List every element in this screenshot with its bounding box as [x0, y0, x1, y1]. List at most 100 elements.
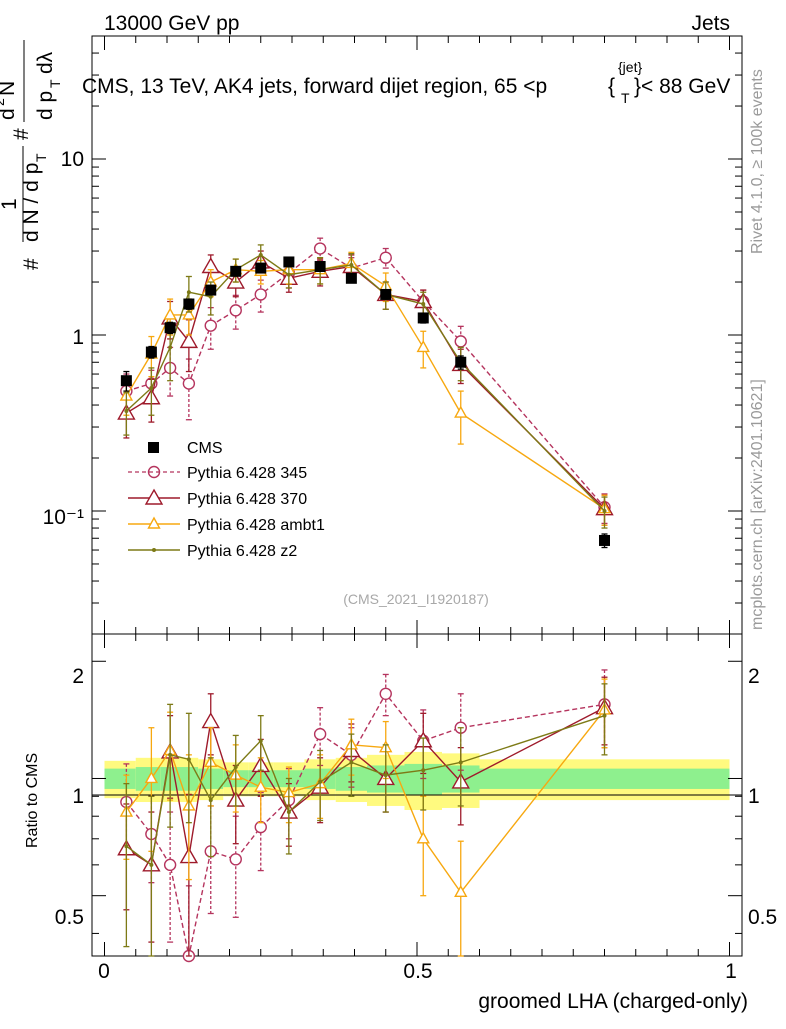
point-data — [183, 298, 195, 310]
band-inner-bin — [104, 768, 136, 789]
svg-text:d N / d p: d N / d p — [20, 163, 43, 242]
y-tick-label-0p1: 10⁻¹ — [43, 506, 84, 529]
category-label: Jets — [691, 12, 730, 35]
legend-marker-p345 — [147, 465, 161, 479]
point-z2 — [186, 757, 191, 762]
rivet-side-label: Rivet 4.1.0, ≥ 100k events — [749, 69, 766, 254]
legend-label-p345: Pythia 6.428 345 — [187, 465, 307, 482]
point-ambt1 — [144, 771, 159, 784]
energy-label: 13000 GeV pp — [104, 12, 239, 35]
title-p: p — [536, 75, 548, 98]
ratio-line-z2 — [125, 714, 605, 867]
x-tick-label-1: 1 — [725, 960, 737, 983]
point-z2 — [168, 345, 173, 350]
main-y-axis-title: # d N / d p T 1 # d p T dλ d 2 N — [0, 40, 63, 270]
point-p345 — [379, 687, 392, 700]
point-z2 — [602, 508, 607, 513]
point-z2 — [149, 385, 154, 390]
legend-item-z2: Pythia 6.428 z2 — [128, 543, 297, 560]
legend-label-ambt1: Pythia 6.428 ambt1 — [187, 517, 325, 534]
point-data — [164, 322, 176, 334]
point-data — [345, 272, 357, 284]
point-p345 — [229, 304, 242, 317]
y-tick-label-1: 1 — [72, 326, 84, 349]
ratio-right-tick-label-2: 2 — [748, 665, 760, 688]
plot-title: CMS, 13 TeV, AK4 jets, forward dijet reg… — [82, 59, 730, 106]
point-data — [205, 284, 217, 296]
point-z2 — [186, 290, 191, 295]
series-z2 — [123, 244, 608, 529]
point-data — [599, 534, 610, 546]
title-prefix: CMS, 13 TeV, AK4 jets, forward dijet reg… — [82, 75, 536, 98]
point-p345 — [229, 853, 242, 866]
point-ambt1 — [182, 307, 196, 320]
svg-text:#: # — [10, 128, 33, 140]
point-z2 — [602, 713, 607, 718]
ratio-line-ambt1 — [125, 709, 606, 894]
point-ambt1 — [254, 779, 268, 792]
series-data — [120, 256, 610, 549]
point-z2 — [208, 798, 213, 803]
legend-item-p370: Pythia 6.428 370 — [128, 488, 307, 508]
title-brace: { — [608, 75, 615, 98]
point-z2 — [421, 768, 426, 773]
point-data — [255, 262, 267, 274]
title-T-sub: T — [621, 90, 630, 106]
point-data — [455, 356, 467, 368]
point-z2 — [124, 408, 129, 413]
title-suffix: }< 88 GeV — [634, 75, 730, 98]
x-tick-label-0: 0 — [98, 960, 110, 983]
point-p370 — [179, 331, 199, 349]
point-data — [283, 256, 295, 268]
legend-marker-ambt1 — [147, 516, 161, 529]
ratio-tick-label-1: 1 — [72, 785, 84, 808]
point-data — [380, 288, 392, 300]
point-data — [417, 312, 429, 324]
ratio-series-ambt1 — [119, 678, 612, 957]
point-data — [120, 375, 132, 387]
point-p345 — [182, 377, 196, 390]
point-z2 — [286, 810, 291, 815]
ratio-series-p370 — [117, 676, 614, 957]
point-z2 — [349, 262, 354, 267]
point-z2 — [149, 862, 154, 867]
x-tick-label-0p5: 0.5 — [403, 960, 432, 983]
svg-text:1: 1 — [0, 198, 21, 210]
point-p345 — [204, 319, 217, 332]
title-jet-sup: {jet} — [618, 59, 642, 75]
point-ambt1 — [416, 339, 430, 353]
svg-text:CMS, 13 TeV, AK4 jets, forward: CMS, 13 TeV, AK4 jets, forward dijet reg… — [82, 75, 547, 98]
point-p370 — [201, 712, 220, 729]
point-z2 — [458, 760, 463, 765]
legend-item-p345: Pythia 6.428 345 — [128, 465, 307, 482]
point-p345 — [379, 251, 392, 264]
point-z2 — [286, 272, 291, 277]
point-data — [230, 265, 242, 277]
main-series-layer — [117, 237, 614, 549]
legend-item-data: CMS — [148, 440, 223, 457]
legend-item-ambt1: Pythia 6.428 ambt1 — [128, 516, 325, 534]
point-p345 — [313, 727, 327, 741]
point-data — [145, 346, 157, 358]
legend-marker-p370 — [144, 488, 164, 505]
line-z2 — [125, 254, 606, 512]
point-z2 — [318, 779, 323, 784]
ratio-right-tick-label-0p5: 0.5 — [748, 906, 777, 929]
point-z2 — [124, 844, 129, 849]
ratio-tick-label-2: 2 — [72, 665, 84, 688]
point-ambt1 — [163, 307, 177, 320]
svg-text:dλ: dλ — [34, 51, 57, 74]
point-z2 — [258, 252, 263, 257]
point-ambt1 — [454, 405, 468, 418]
svg-text:T: T — [33, 153, 49, 162]
point-p345 — [454, 335, 467, 348]
point-p345 — [163, 858, 177, 872]
svg-text:N: N — [0, 81, 19, 96]
mcplots-side-label: mcplots.cern.ch [arXiv:2401.10621] — [749, 379, 766, 630]
svg-text:#: # — [20, 258, 43, 270]
point-ambt1 — [416, 831, 430, 844]
point-z2 — [383, 773, 388, 778]
legend-label-p370: Pythia 6.428 370 — [187, 491, 307, 508]
x-axis-title: groomed LHA (charged-only) — [478, 990, 748, 1013]
